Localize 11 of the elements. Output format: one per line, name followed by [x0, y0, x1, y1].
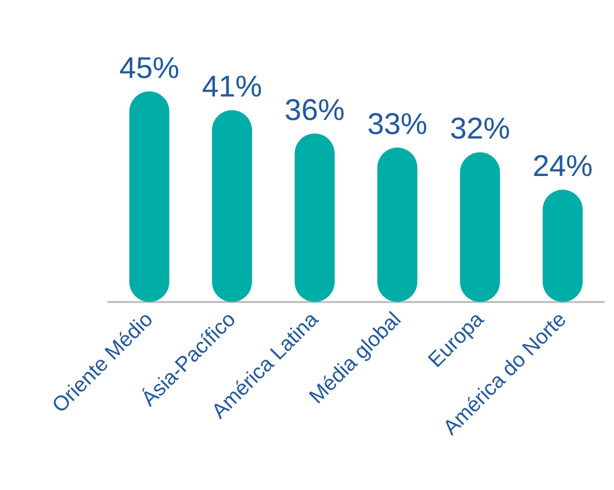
bar — [212, 110, 252, 302]
bar — [129, 91, 170, 302]
data-label: 45% — [119, 52, 180, 85]
bar — [377, 148, 418, 302]
data-label: 36% — [284, 94, 345, 128]
bar — [460, 152, 500, 302]
data-label: 32% — [450, 112, 510, 146]
bar — [294, 134, 335, 302]
data-label: 41% — [202, 70, 262, 104]
data-label: 24% — [532, 150, 593, 184]
data-label: 33% — [367, 108, 428, 142]
